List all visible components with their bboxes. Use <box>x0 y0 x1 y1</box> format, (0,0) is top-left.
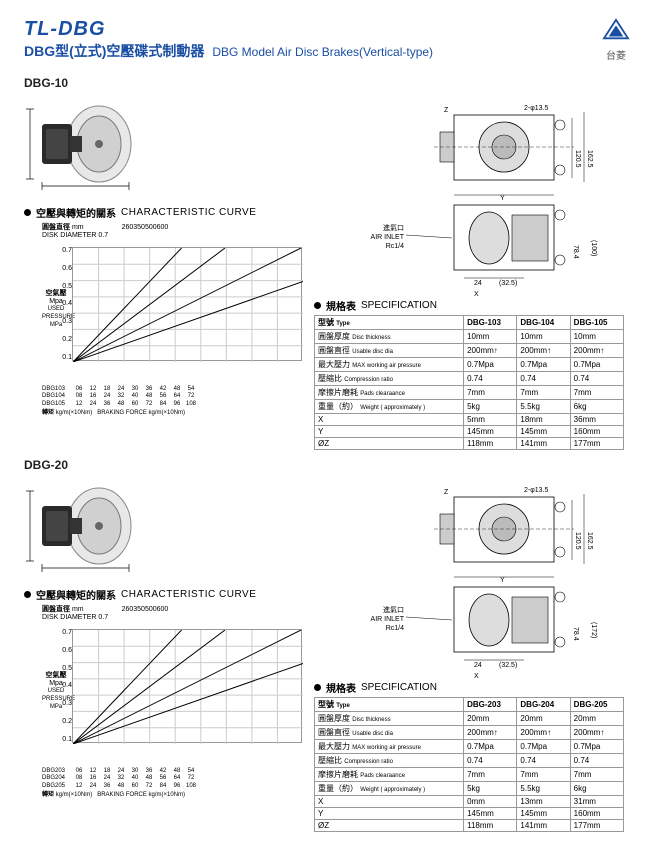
chart-area <box>72 629 302 743</box>
product-image <box>24 476 144 576</box>
svg-text:(32.5): (32.5) <box>499 662 517 669</box>
svg-text:Y: Y <box>500 195 505 202</box>
svg-text:24: 24 <box>474 280 482 287</box>
spec-row: 重量（約） Weight ( approximately ) 5kg 5.5kg… <box>315 400 624 414</box>
section-block: 空壓與轉矩的關系 CHARACTERISTIC CURVE 圓盤直徑 mm 26… <box>24 94 630 450</box>
svg-text:78.4: 78.4 <box>572 245 579 259</box>
section-label: DBG-10 <box>24 76 630 90</box>
product-image <box>24 94 144 194</box>
spec-row: Y 145mm 145mm 160mm <box>315 426 624 438</box>
chart-x-rows: DBG203061218243036424854DBG2040816243240… <box>42 768 198 799</box>
curve-title-en: CHARACTERISTIC CURVE <box>121 207 256 218</box>
svg-text:Z: Z <box>444 107 449 114</box>
page-header: TL-DBG DBG型(立式)空壓碟式制動器 DBG Model Air Dis… <box>24 18 630 62</box>
svg-text:X: X <box>474 673 479 680</box>
svg-text:Rc1/4: Rc1/4 <box>386 243 404 250</box>
spec-row: 最大壓力 MAX working air pressure 0.7Mpa 0.7… <box>315 358 624 372</box>
disk-label: 圓盤直徑 mm 260350500600 <box>42 604 304 614</box>
svg-text:120.5: 120.5 <box>574 150 581 168</box>
curve-title: 空壓與轉矩的關系 CHARACTERISTIC CURVE <box>24 587 304 602</box>
spec-row: 壓縮比 Compression ratio 0.74 0.74 0.74 <box>315 372 624 386</box>
spec-table: 型號 Type DBG-103 DBG-104 DBG-105 圓盤厚度 Dis… <box>314 315 624 450</box>
svg-text:24: 24 <box>474 662 482 669</box>
disk-label: 圓盤直徑 mm 260350500600 <box>42 222 304 232</box>
spec-row: 圓盤直徑 Usable disc dia 200mm↑ 200mm↑ 200mm… <box>315 344 624 358</box>
spec-title-cn: 規格表 <box>326 680 356 695</box>
disk-label-en: DISK DIAMETER 0.7 <box>42 232 304 239</box>
svg-text:2-φ13.5: 2-φ13.5 <box>524 487 548 494</box>
curve-title: 空壓與轉矩的關系 CHARACTERISTIC CURVE <box>24 205 304 220</box>
spec-row: 型號 Type DBG-203 DBG-204 DBG-205 <box>315 698 624 712</box>
svg-text:(32.5): (32.5) <box>499 280 517 287</box>
title-main: TL-DBG <box>24 18 433 41</box>
svg-text:AIR INLET: AIR INLET <box>371 616 405 623</box>
brand-block: 台菱 <box>602 18 630 62</box>
bullet-icon <box>24 209 31 216</box>
section-block: 空壓與轉矩的關系 CHARACTERISTIC CURVE 圓盤直徑 mm 26… <box>24 476 630 832</box>
spec-title: 規格表 SPECIFICATION <box>314 298 624 313</box>
title-sub: DBG型(立式)空壓碟式制動器 DBG Model Air Disc Brake… <box>24 41 433 61</box>
svg-text:(100): (100) <box>590 240 597 256</box>
spec-title-cn: 規格表 <box>326 298 356 313</box>
tech-diagram-icon: 2-φ13.5 120.5 162.5 Z 進氣口 AIR INLET Rc1/… <box>314 100 624 300</box>
spec-title-en: SPECIFICATION <box>361 682 437 693</box>
chart-area <box>72 247 302 361</box>
brand-logo-icon <box>602 18 630 42</box>
characteristic-chart: 空氣壓MpaUSED PRESSUREMPa 0.70.60.50.40.30.… <box>42 621 302 761</box>
chart-y-ticks: 0.70.60.50.40.30.20.1 <box>60 247 72 361</box>
svg-text:Y: Y <box>500 577 505 584</box>
svg-text:AIR INLET: AIR INLET <box>371 234 405 241</box>
svg-text:(172): (172) <box>590 622 597 638</box>
technical-diagram: 2-φ13.5 120.5 162.5 Z 進氣口 AIR INLET Rc1/… <box>314 100 624 300</box>
product-photo-icon <box>24 476 144 576</box>
spec-row: 圓盤厚度 Disc thickness 10mm 10mm 10mm <box>315 330 624 344</box>
spec-table: 型號 Type DBG-203 DBG-204 DBG-205 圓盤厚度 Dis… <box>314 697 624 832</box>
spec-row: 型號 Type DBG-103 DBG-104 DBG-105 <box>315 316 624 330</box>
svg-text:120.5: 120.5 <box>574 532 581 550</box>
spec-title-en: SPECIFICATION <box>361 300 437 311</box>
svg-text:Rc1/4: Rc1/4 <box>386 625 404 632</box>
bullet-icon <box>24 591 31 598</box>
chart-x-rows: DBG103061218243036424854DBG1040816243240… <box>42 386 198 417</box>
spec-row: 圓盤直徑 Usable disc dia 200mm↑ 200mm↑ 200mm… <box>315 726 624 740</box>
svg-text:進氣口: 進氣口 <box>383 223 404 232</box>
spec-row: Y 145mm 145mm 160mm <box>315 808 624 820</box>
disk-label-en: DISK DIAMETER 0.7 <box>42 614 304 621</box>
svg-text:X: X <box>474 291 479 298</box>
curve-title-en: CHARACTERISTIC CURVE <box>121 589 256 600</box>
curve-title-cn: 空壓與轉矩的關系 <box>36 205 116 220</box>
spec-row: 最大壓力 MAX working air pressure 0.7Mpa 0.7… <box>315 740 624 754</box>
svg-text:Z: Z <box>444 489 449 496</box>
curve-title-cn: 空壓與轉矩的關系 <box>36 587 116 602</box>
svg-text:2-φ13.5: 2-φ13.5 <box>524 105 548 112</box>
spec-title: 規格表 SPECIFICATION <box>314 680 624 695</box>
bullet-icon <box>314 684 321 691</box>
spec-row: ØZ 118mm 141mm 177mm <box>315 438 624 450</box>
product-photo-icon <box>24 94 144 194</box>
bullet-icon <box>314 302 321 309</box>
svg-text:78.4: 78.4 <box>572 627 579 641</box>
spec-row: 壓縮比 Compression ratio 0.74 0.74 0.74 <box>315 754 624 768</box>
spec-row: ØZ 118mm 141mm 177mm <box>315 820 624 832</box>
spec-row: X 5mm 18mm 36mm <box>315 414 624 426</box>
chart-y-ticks: 0.70.60.50.40.30.20.1 <box>60 629 72 743</box>
characteristic-chart: 空氣壓MpaUSED PRESSUREMPa 0.70.60.50.40.30.… <box>42 239 302 379</box>
svg-text:162.5: 162.5 <box>586 532 593 550</box>
tech-diagram-icon: 2-φ13.5 120.5 162.5 Z 進氣口 AIR INLET Rc1/… <box>314 482 624 682</box>
subtitle-cn: DBG型(立式)空壓碟式制動器 <box>24 43 204 59</box>
spec-row: 摩擦片磨耗 Pads clearaance 7mm 7mm 7mm <box>315 768 624 782</box>
brand-name: 台菱 <box>602 47 630 62</box>
subtitle-en: DBG Model Air Disc Brakes(Vertical-type) <box>212 45 433 59</box>
spec-row: 摩擦片磨耗 Pads clearaance 7mm 7mm 7mm <box>315 386 624 400</box>
spec-row: 重量（約） Weight ( approximately ) 5kg 5.5kg… <box>315 782 624 796</box>
svg-text:進氣口: 進氣口 <box>383 605 404 614</box>
svg-text:162.5: 162.5 <box>586 150 593 168</box>
technical-diagram: 2-φ13.5 120.5 162.5 Z 進氣口 AIR INLET Rc1/… <box>314 482 624 682</box>
section-label: DBG-20 <box>24 458 630 472</box>
header-titles: TL-DBG DBG型(立式)空壓碟式制動器 DBG Model Air Dis… <box>24 18 433 61</box>
spec-row: X 0mm 13mm 31mm <box>315 796 624 808</box>
spec-row: 圓盤厚度 Disc thickness 20mm 20mm 20mm <box>315 712 624 726</box>
